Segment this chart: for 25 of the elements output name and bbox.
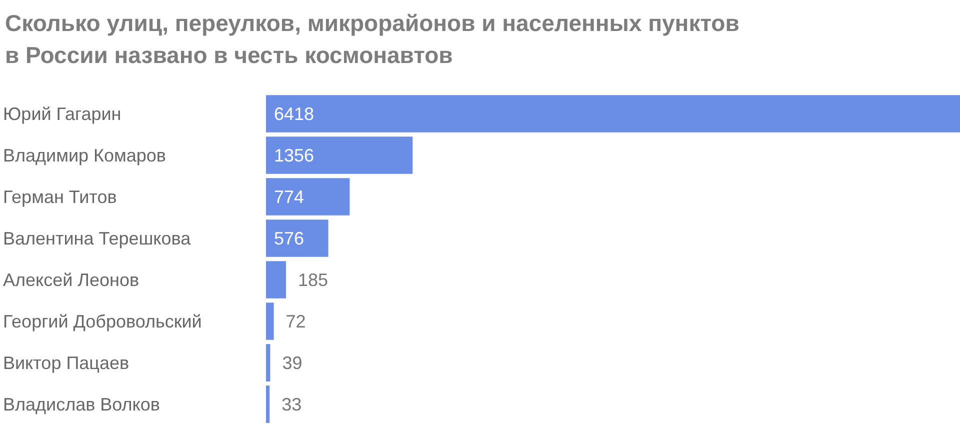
data-label: 33 [282, 394, 302, 414]
bar [266, 261, 286, 298]
y-tick-label: Алексей Леонов [3, 270, 140, 290]
y-tick-label: Виктор Пацаев [3, 352, 130, 373]
data-label: 774 [274, 186, 304, 207]
y-tick-label: Георгий Добровольский [3, 311, 202, 332]
bar [266, 344, 270, 382]
data-label: 6418 [274, 104, 314, 124]
data-label: 185 [298, 270, 328, 290]
data-label: 1356 [274, 145, 314, 166]
y-tick-label: Владимир Комаров [3, 145, 166, 166]
bar [266, 178, 350, 216]
y-tick-label: Валентина Терешкова [3, 228, 192, 248]
bar [266, 386, 270, 423]
data-label: 72 [286, 311, 306, 332]
y-tick-label: Юрий Гагарин [3, 104, 122, 124]
bar [266, 302, 274, 340]
bar [266, 136, 413, 174]
chart-title: Сколько улиц, переулков, микрорайонов и населенных пунктов в России названо в честь космонавтов [5, 10, 740, 68]
y-tick-label: Владислав Волков [3, 394, 160, 414]
bar [266, 220, 328, 257]
data-label: 576 [274, 228, 304, 248]
y-tick-label: Герман Титов [3, 186, 117, 207]
data-label: 39 [282, 352, 302, 373]
bar [266, 95, 960, 132]
